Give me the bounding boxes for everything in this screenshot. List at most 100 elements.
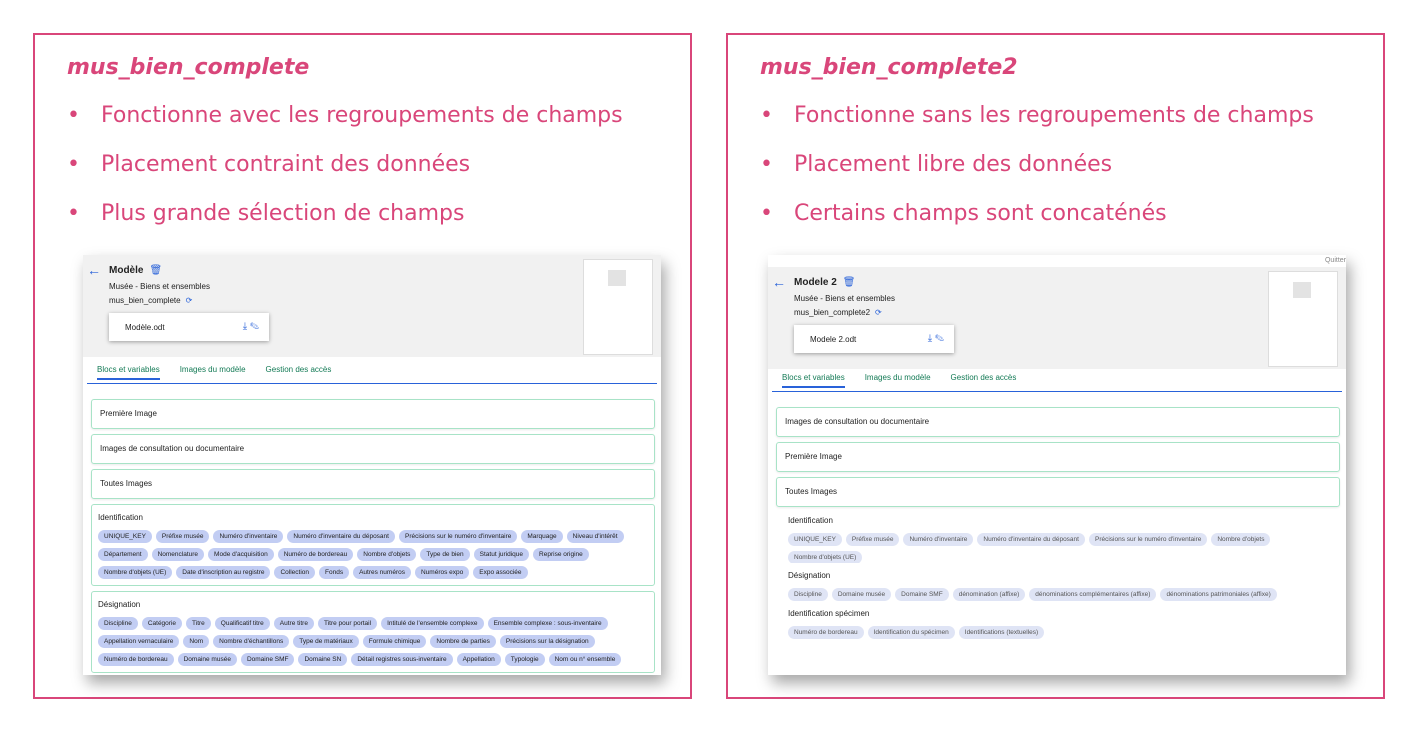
field-chip[interactable]: Nombre d'échantillons	[213, 635, 290, 648]
field-chip[interactable]: Nombre d'objets	[357, 548, 417, 561]
field-chip[interactable]: Collection	[274, 566, 316, 579]
chips: UNIQUE_KEY Préfixe musée Numéro d'inventai…	[98, 530, 648, 579]
field-chip[interactable]: Domaine SMF	[895, 588, 949, 601]
field-chip[interactable]: Statut juridique	[473, 548, 530, 561]
field-chip[interactable]: Expo associée	[473, 566, 528, 579]
tab[interactable]: Images du modèle	[179, 365, 246, 374]
field-chip[interactable]: Nombre d'objets (UE)	[98, 566, 173, 579]
panel-title: mus_bien_complete	[67, 55, 310, 80]
field-chip[interactable]: Numéro d'inventaire du déposant	[287, 530, 395, 543]
field-chip[interactable]: Précisions sur le numéro d'inventaire	[1088, 533, 1208, 546]
bullet-dot: •	[760, 152, 773, 177]
bullet: • Fonctionne sans les regroupements de ch…	[760, 103, 1314, 128]
field-chip[interactable]: Mode d'acquisition	[208, 548, 274, 561]
model-subtitle: Musée - Biens et ensembles	[794, 294, 895, 303]
refresh-icon: ⟳	[185, 296, 193, 305]
field-chip[interactable]: dénominations patrimoniales (affixe)	[1160, 588, 1277, 601]
block[interactable]: Première Image	[91, 399, 655, 429]
block[interactable]: Images de consultation ou documentaire	[91, 434, 655, 464]
field-chip[interactable]: Précisions sur le numéro d'inventaire	[398, 530, 518, 543]
tab[interactable]: Blocs et variables	[97, 365, 160, 380]
model-title: Modele 2 🗑	[794, 277, 856, 288]
field-chip[interactable]: Titre pour portail	[317, 617, 378, 630]
field-chip[interactable]: Type de matériaux	[293, 635, 359, 648]
field-chip[interactable]: Type de bien	[420, 548, 470, 561]
field-chip[interactable]: Nomenclature	[151, 548, 205, 561]
back-arrow[interactable]: ←	[87, 262, 101, 278]
field-chip[interactable]: Marquage	[521, 530, 563, 543]
field-chip[interactable]: Autres numéros	[353, 566, 411, 579]
tab[interactable]: Gestion des accès	[265, 365, 332, 374]
field-chip[interactable]: Identifications (textuelles)	[958, 626, 1045, 639]
field-chip[interactable]: Numéro d'inventaire	[213, 530, 284, 543]
field-chip[interactable]: Préfixe musée	[155, 530, 210, 543]
field-chip[interactable]: dénomination (affixe)	[952, 588, 1026, 601]
field-chip[interactable]: Numéro de bordereau	[98, 653, 174, 666]
group-label: Désignation	[98, 600, 141, 609]
panel: mus_bien_complete2 • Fonctionne sans les r…	[726, 33, 1385, 699]
file-name: Modele 2.odt	[810, 335, 857, 344]
top-action[interactable]: Quitter	[1324, 257, 1346, 264]
file-actions: ⤓ ✎	[242, 321, 259, 332]
field-chip[interactable]: Qualificatif titre	[214, 617, 270, 630]
field-chip[interactable]: Nombre d'objets (UE)	[788, 551, 863, 563]
field-chip[interactable]: Ensemble complexe : sous-inventaire	[487, 617, 608, 630]
group-label: Identification	[98, 513, 143, 522]
field-chip[interactable]: Autre titre	[273, 617, 314, 630]
field-chip[interactable]: Typologie	[504, 653, 545, 666]
field-chip[interactable]: Nom	[183, 635, 210, 648]
bullet-text: Plus grande sélection de champs	[101, 201, 465, 226]
field-chip[interactable]: Discipline	[98, 617, 138, 630]
field-chip[interactable]: Numéros expo	[414, 566, 470, 579]
block[interactable]: Première Image	[776, 442, 1340, 472]
field-chip[interactable]: Titre	[186, 617, 211, 630]
field-chip[interactable]: Numéro de bordereau	[277, 548, 354, 561]
field-chip[interactable]: dénominations complémentaires (affixe)	[1029, 588, 1157, 601]
field-chip[interactable]: Domaine SMF	[240, 653, 295, 666]
field-chip[interactable]: Niveau d'intérêt	[566, 530, 624, 543]
field-chip[interactable]: Département	[98, 548, 148, 561]
bullet-text: Placement libre des données	[794, 152, 1113, 177]
field-chip[interactable]: UNIQUE_KEY	[98, 530, 152, 543]
field-chip[interactable]: Numéro de bordereau	[788, 626, 864, 639]
tab[interactable]: Gestion des accès	[950, 373, 1017, 382]
chips: Discipline Catégorie Titre Qualificatif tit…	[98, 617, 648, 666]
screenshot: ← Modele 2 🗑 Musée - Biens et ensembles mus_…	[768, 255, 1346, 675]
chips: Numéro de bordereau Identification du spé…	[788, 626, 1334, 639]
field-chip[interactable]: Domaine musée	[831, 588, 892, 601]
tab[interactable]: Images du modèle	[864, 373, 931, 382]
field-chip[interactable]: Reprise origine	[533, 548, 589, 561]
field-chip[interactable]: Identification du spécimen	[867, 626, 955, 639]
content: Première Image Images de consultation ou …	[91, 399, 655, 675]
group-label: Identification spécimen	[788, 609, 870, 618]
field-chip[interactable]: UNIQUE_KEY	[788, 533, 842, 546]
field-chip[interactable]: Intitulé de l'ensemble complexe	[381, 617, 484, 630]
field-chip[interactable]: Fonds	[319, 566, 350, 579]
back-arrow[interactable]: ←	[772, 274, 786, 290]
field-chip[interactable]: Catégorie	[141, 617, 183, 630]
chips: Discipline Domaine musée Domaine SMF dénomi…	[788, 588, 1334, 601]
tabs: Blocs et variables Images du modèle Gestio…	[87, 365, 657, 384]
field-chip[interactable]: Détail registres sous-inventaire	[351, 653, 453, 666]
field-chip[interactable]: Numéro d'inventaire	[903, 533, 974, 546]
block[interactable]: Toutes Images	[91, 469, 655, 499]
tabs: Blocs et variables Images du modèle Gestio…	[772, 373, 1342, 392]
field-chip[interactable]: Discipline	[788, 588, 828, 601]
field-chip[interactable]: Numéro d'inventaire du déposant	[977, 533, 1085, 546]
field-chip[interactable]: Appellation	[456, 653, 501, 666]
block[interactable]: Images de consultation ou documentaire	[776, 407, 1340, 437]
field-chip[interactable]: Nombre de parties	[430, 635, 496, 648]
block[interactable]: Toutes Images	[776, 477, 1340, 507]
field-chip[interactable]: Nombre d'objets	[1211, 533, 1271, 546]
tab[interactable]: Blocs et variables	[782, 373, 845, 388]
file-actions: ⤓ ✎	[927, 333, 944, 344]
field-chip[interactable]: Préfixe musée	[845, 533, 900, 546]
field-chip[interactable]: Nom ou n° ensemble	[548, 653, 622, 666]
field-chip[interactable]: Appellation vernaculaire	[98, 635, 180, 648]
field-chip[interactable]: Date d'inscription au registre	[176, 566, 271, 579]
field-chip[interactable]: Domaine SN	[298, 653, 348, 666]
field-chip[interactable]: Domaine musée	[177, 653, 237, 666]
file-name: Modèle.odt	[125, 323, 165, 332]
field-chip[interactable]: Précisions sur la désignation	[499, 635, 595, 648]
field-chip[interactable]: Formule chimique	[362, 635, 427, 648]
